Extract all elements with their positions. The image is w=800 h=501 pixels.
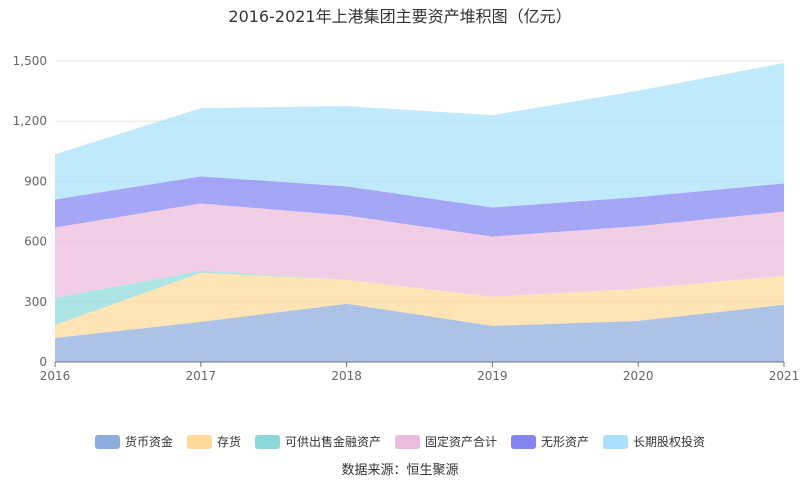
y-tick-label: 300 <box>24 295 47 309</box>
legend-label: 长期股权投资 <box>633 435 706 449</box>
area-series-4[interactable] <box>55 176 784 237</box>
chart-legend: 货币资金 存货 可供出售金融资产 固定资产合计 无形资产 长期股权投资 <box>0 433 800 450</box>
area-series-0[interactable] <box>55 303 784 362</box>
x-tick-label: 2017 <box>186 369 217 383</box>
legend-swatch <box>186 434 212 449</box>
legend-item-3[interactable]: 固定资产合计 <box>395 433 497 450</box>
legend-label: 可供出售金融资产 <box>284 435 381 449</box>
area-series-1[interactable] <box>55 272 784 338</box>
area-series-3[interactable] <box>55 203 784 298</box>
legend-item-4[interactable]: 无形资产 <box>511 433 589 450</box>
legend-item-5[interactable]: 长期股权投资 <box>603 433 705 450</box>
y-tick-label: 600 <box>24 235 47 249</box>
legend-swatch <box>395 434 420 449</box>
legend-item-0[interactable]: 货币资金 <box>94 433 173 450</box>
legend-label: 固定资产合计 <box>425 435 498 449</box>
x-tick-label: 2016 <box>40 369 71 383</box>
legend-swatch <box>254 434 280 449</box>
legend-swatch <box>511 434 537 449</box>
stacked-area-chart: 0 300 600 900 1,200 1,500 2016 2017 2018 2019 2020… <box>13 54 800 383</box>
area-series-5[interactable] <box>55 63 784 208</box>
legend-label: 存货 <box>216 435 241 449</box>
legend-swatch <box>94 434 120 449</box>
x-tick-label: 2019 <box>477 369 508 383</box>
legend-item-2[interactable]: 可供出售金融资产 <box>254 433 381 450</box>
y-tick-label: 0 <box>39 355 47 369</box>
legend-label: 无形资产 <box>541 435 590 449</box>
y-tick-label: 1,200 <box>13 114 47 128</box>
legend-item-1[interactable]: 存货 <box>186 433 241 450</box>
x-tick-label: 2020 <box>623 369 654 383</box>
data-source: 数据来源：恒生聚源 <box>341 463 459 478</box>
legend-swatch <box>603 434 629 449</box>
y-tick-label: 900 <box>24 174 47 188</box>
x-tick-label: 2018 <box>331 369 362 383</box>
x-tick-label: 2021 <box>769 369 800 383</box>
chart-title: 2016-2021年上港集团主要资产堆积图（亿元） <box>228 7 572 26</box>
legend-label: 货币资金 <box>124 435 173 449</box>
y-tick-label: 1,500 <box>13 54 47 68</box>
